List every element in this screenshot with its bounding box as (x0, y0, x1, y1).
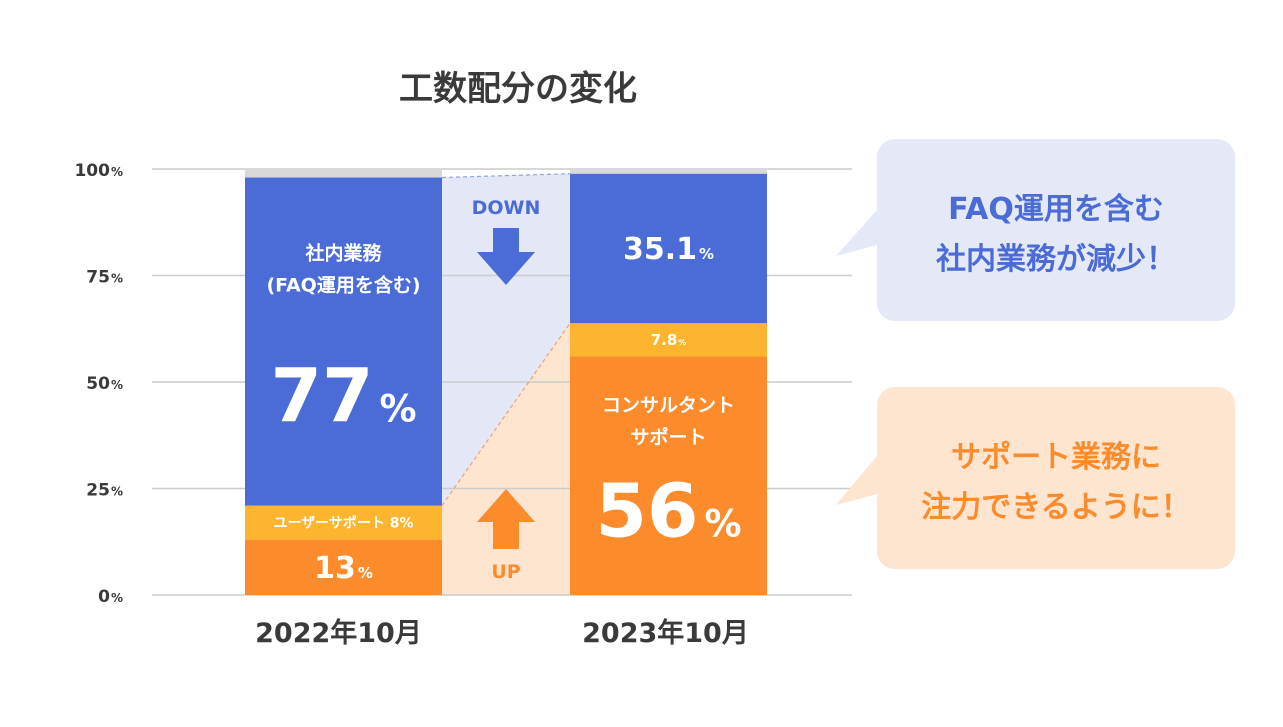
y-tick-label: 50% (86, 374, 123, 394)
data-label-consult: 56% (595, 468, 741, 554)
data-label-internal: 77% (270, 354, 416, 440)
connector-line-down (441, 173, 571, 179)
bar-segment-internal (245, 177, 442, 506)
callout-box (877, 387, 1235, 569)
callout-text: 社内業務が減少！ (936, 242, 1176, 277)
data-label-consult: 13% (314, 551, 373, 586)
callout-pointer (836, 456, 877, 505)
callout-text: FAQ運用を含む (948, 192, 1164, 227)
segment-name-consult: コンサルタント (602, 394, 735, 416)
down-arrow-icon (477, 228, 535, 285)
bar-segment-internal (570, 173, 767, 324)
y-tick-label: 75% (86, 268, 123, 288)
segment-subname-internal: (FAQ運用を含む) (266, 274, 420, 297)
bar-remainder (245, 169, 442, 178)
bar-segment-consult (570, 356, 767, 595)
segment-name-internal: 社内業務 (304, 242, 382, 265)
x-tick-label: 2023年10月 (582, 617, 749, 649)
bar-segment-user (570, 323, 767, 357)
y-tick-label: 0% (98, 587, 123, 607)
callout-text: 注力できるように！ (921, 490, 1190, 525)
data-label-user: 7.8% (651, 331, 687, 349)
up-fill-area (442, 323, 570, 595)
data-label-internal: 35.1% (623, 232, 714, 267)
bar-remainder (570, 169, 767, 174)
callout-text: サポート業務に (951, 440, 1161, 475)
up-label: UP (491, 561, 520, 583)
x-tick-label: 2022年10月 (255, 617, 422, 649)
callout-box (877, 139, 1235, 321)
data-label-user: ユーザーサポート 8% (273, 515, 413, 532)
up-arrow-icon (477, 489, 535, 549)
callout-pointer (836, 210, 877, 256)
down-fill-area (442, 173, 570, 506)
connector-line-up (441, 322, 571, 506)
down-label: DOWN (472, 197, 541, 219)
chart-title: 工数配分の変化 (399, 69, 637, 109)
y-tick-label: 100% (74, 161, 123, 181)
bar-segment-consult (245, 539, 442, 595)
y-tick-label: 25% (86, 481, 123, 501)
bar-segment-user (245, 505, 442, 540)
segment-subname-consult: サポート (630, 425, 706, 448)
